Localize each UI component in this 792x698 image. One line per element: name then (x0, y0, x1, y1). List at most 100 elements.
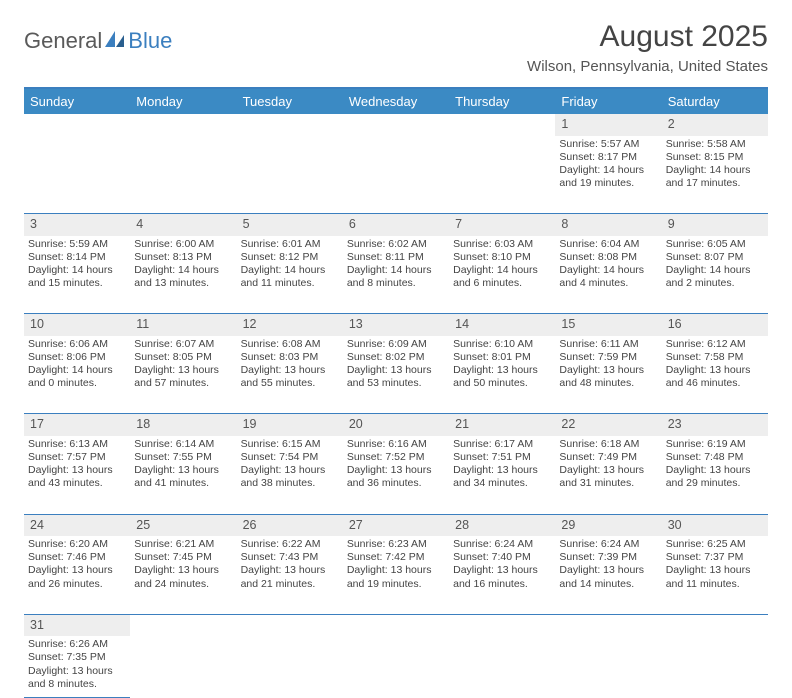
day-cell (237, 636, 343, 697)
day-number-cell: 18 (130, 414, 236, 436)
day-number-cell (343, 614, 449, 636)
day-number-cell: 12 (237, 314, 343, 336)
day-cell: Sunrise: 6:01 AMSunset: 8:12 PMDaylight:… (237, 236, 343, 314)
daylight-text: and 34 minutes. (453, 477, 551, 490)
sunset-text: Sunset: 7:45 PM (134, 551, 232, 564)
daylight-text: and 17 minutes. (666, 177, 764, 190)
daylight-text: and 2 minutes. (666, 277, 764, 290)
daylight-text: Daylight: 13 hours (134, 564, 232, 577)
day-number-cell: 21 (449, 414, 555, 436)
sunrise-text: Sunrise: 6:09 AM (347, 338, 445, 351)
sunset-text: Sunset: 8:07 PM (666, 251, 764, 264)
weekday-fri: Friday (555, 88, 661, 114)
day-number-cell: 1 (555, 114, 661, 136)
day-number-cell: 28 (449, 514, 555, 536)
logo-text-2: Blue (128, 28, 172, 54)
day-cell (130, 136, 236, 214)
day-cell (343, 636, 449, 697)
sunset-text: Sunset: 8:02 PM (347, 351, 445, 364)
daylight-text: and 4 minutes. (559, 277, 657, 290)
daylight-text: Daylight: 13 hours (559, 564, 657, 577)
daylight-text: and 48 minutes. (559, 377, 657, 390)
sunrise-text: Sunrise: 5:58 AM (666, 138, 764, 151)
day-number-cell: 20 (343, 414, 449, 436)
sunrise-text: Sunrise: 6:25 AM (666, 538, 764, 551)
sunset-text: Sunset: 7:55 PM (134, 451, 232, 464)
sunset-text: Sunset: 7:35 PM (28, 651, 126, 664)
sunset-text: Sunset: 8:11 PM (347, 251, 445, 264)
daylight-text: and 16 minutes. (453, 578, 551, 591)
calendar-table: Sunday Monday Tuesday Wednesday Thursday… (24, 87, 768, 698)
daylight-text: and 36 minutes. (347, 477, 445, 490)
day-number-cell: 17 (24, 414, 130, 436)
daylight-text: Daylight: 14 hours (134, 264, 232, 277)
daylight-text: Daylight: 14 hours (559, 264, 657, 277)
day-number-cell: 30 (662, 514, 768, 536)
day-number-cell: 22 (555, 414, 661, 436)
day-number-cell (130, 114, 236, 136)
daylight-text: and 8 minutes. (28, 678, 126, 691)
daylight-text: and 19 minutes. (347, 578, 445, 591)
daylight-text: and 55 minutes. (241, 377, 339, 390)
sunrise-text: Sunrise: 6:24 AM (559, 538, 657, 551)
sunrise-text: Sunrise: 6:18 AM (559, 438, 657, 451)
sunrise-text: Sunrise: 6:21 AM (134, 538, 232, 551)
day-cell: Sunrise: 6:13 AMSunset: 7:57 PMDaylight:… (24, 436, 130, 514)
weekday-mon: Monday (130, 88, 236, 114)
day-cell (130, 636, 236, 697)
day-number-row: 17181920212223 (24, 414, 768, 436)
sunset-text: Sunset: 8:10 PM (453, 251, 551, 264)
sunrise-text: Sunrise: 6:26 AM (28, 638, 126, 651)
day-number-cell (555, 614, 661, 636)
sunset-text: Sunset: 8:17 PM (559, 151, 657, 164)
daylight-text: Daylight: 13 hours (559, 364, 657, 377)
daylight-text: Daylight: 14 hours (666, 164, 764, 177)
day-number-row: 24252627282930 (24, 514, 768, 536)
day-cell: Sunrise: 6:15 AMSunset: 7:54 PMDaylight:… (237, 436, 343, 514)
day-number-cell: 27 (343, 514, 449, 536)
day-number-cell (130, 614, 236, 636)
sunset-text: Sunset: 8:03 PM (241, 351, 339, 364)
day-number-cell: 9 (662, 214, 768, 236)
daylight-text: and 57 minutes. (134, 377, 232, 390)
sunrise-text: Sunrise: 6:11 AM (559, 338, 657, 351)
sunset-text: Sunset: 8:15 PM (666, 151, 764, 164)
day-cell: Sunrise: 6:05 AMSunset: 8:07 PMDaylight:… (662, 236, 768, 314)
day-number-cell: 5 (237, 214, 343, 236)
daylight-text: Daylight: 13 hours (241, 364, 339, 377)
day-cell: Sunrise: 6:03 AMSunset: 8:10 PMDaylight:… (449, 236, 555, 314)
daylight-text: Daylight: 13 hours (241, 464, 339, 477)
title-block: August 2025 Wilson, Pennsylvania, United… (527, 20, 768, 75)
day-number-cell: 3 (24, 214, 130, 236)
day-number-row: 12 (24, 114, 768, 136)
daylight-text: Daylight: 13 hours (666, 364, 764, 377)
day-cell: Sunrise: 6:09 AMSunset: 8:02 PMDaylight:… (343, 336, 449, 414)
day-number-cell: 2 (662, 114, 768, 136)
day-number-cell (24, 114, 130, 136)
day-cell: Sunrise: 6:11 AMSunset: 7:59 PMDaylight:… (555, 336, 661, 414)
day-data-row: Sunrise: 6:20 AMSunset: 7:46 PMDaylight:… (24, 536, 768, 614)
daylight-text: and 46 minutes. (666, 377, 764, 390)
daylight-text: Daylight: 13 hours (28, 564, 126, 577)
day-number-cell (343, 114, 449, 136)
day-cell (449, 136, 555, 214)
sunset-text: Sunset: 7:42 PM (347, 551, 445, 564)
daylight-text: and 0 minutes. (28, 377, 126, 390)
day-cell: Sunrise: 6:26 AMSunset: 7:35 PMDaylight:… (24, 636, 130, 697)
day-cell (237, 136, 343, 214)
daylight-text: and 26 minutes. (28, 578, 126, 591)
daylight-text: Daylight: 14 hours (347, 264, 445, 277)
sunrise-text: Sunrise: 6:01 AM (241, 238, 339, 251)
day-cell: Sunrise: 6:14 AMSunset: 7:55 PMDaylight:… (130, 436, 236, 514)
sunset-text: Sunset: 8:08 PM (559, 251, 657, 264)
daylight-text: Daylight: 14 hours (28, 364, 126, 377)
sunrise-text: Sunrise: 6:00 AM (134, 238, 232, 251)
sunset-text: Sunset: 7:43 PM (241, 551, 339, 564)
sunset-text: Sunset: 7:48 PM (666, 451, 764, 464)
sunrise-text: Sunrise: 6:20 AM (28, 538, 126, 551)
daylight-text: Daylight: 13 hours (453, 364, 551, 377)
sunrise-text: Sunrise: 6:07 AM (134, 338, 232, 351)
day-number-cell: 15 (555, 314, 661, 336)
day-number-cell (237, 614, 343, 636)
day-number-cell: 10 (24, 314, 130, 336)
